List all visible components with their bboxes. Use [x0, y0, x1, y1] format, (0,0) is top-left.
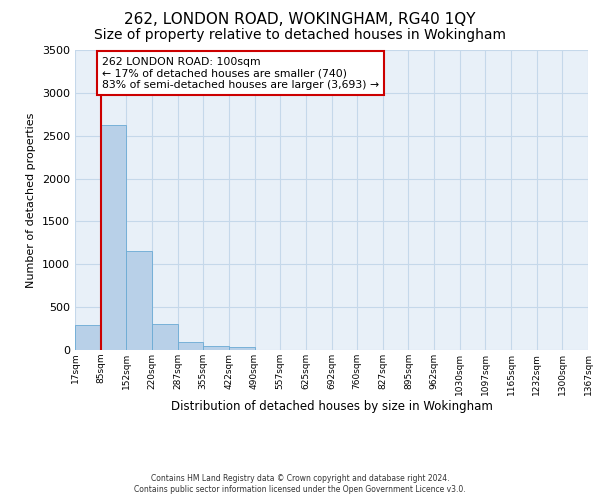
Bar	[75, 324, 101, 350]
Y-axis label: Number of detached properties: Number of detached properties	[26, 112, 37, 288]
Text: Contains HM Land Registry data © Crown copyright and database right 2024.
Contai: Contains HM Land Registry data © Crown c…	[134, 474, 466, 494]
Bar	[152, 324, 178, 350]
Text: 262, LONDON ROAD, WOKINGHAM, RG40 1QY: 262, LONDON ROAD, WOKINGHAM, RG40 1QY	[124, 12, 476, 28]
X-axis label: Distribution of detached houses by size in Wokingham: Distribution of detached houses by size …	[170, 400, 493, 413]
Text: Size of property relative to detached houses in Wokingham: Size of property relative to detached ho…	[94, 28, 506, 42]
Bar	[127, 252, 152, 350]
Text: 262 LONDON ROAD: 100sqm
← 17% of detached houses are smaller (740)
83% of semi-d: 262 LONDON ROAD: 100sqm ← 17% of detache…	[102, 57, 379, 90]
Bar	[101, 124, 127, 350]
Bar	[203, 346, 229, 350]
Bar	[178, 342, 203, 350]
Bar	[229, 348, 254, 350]
